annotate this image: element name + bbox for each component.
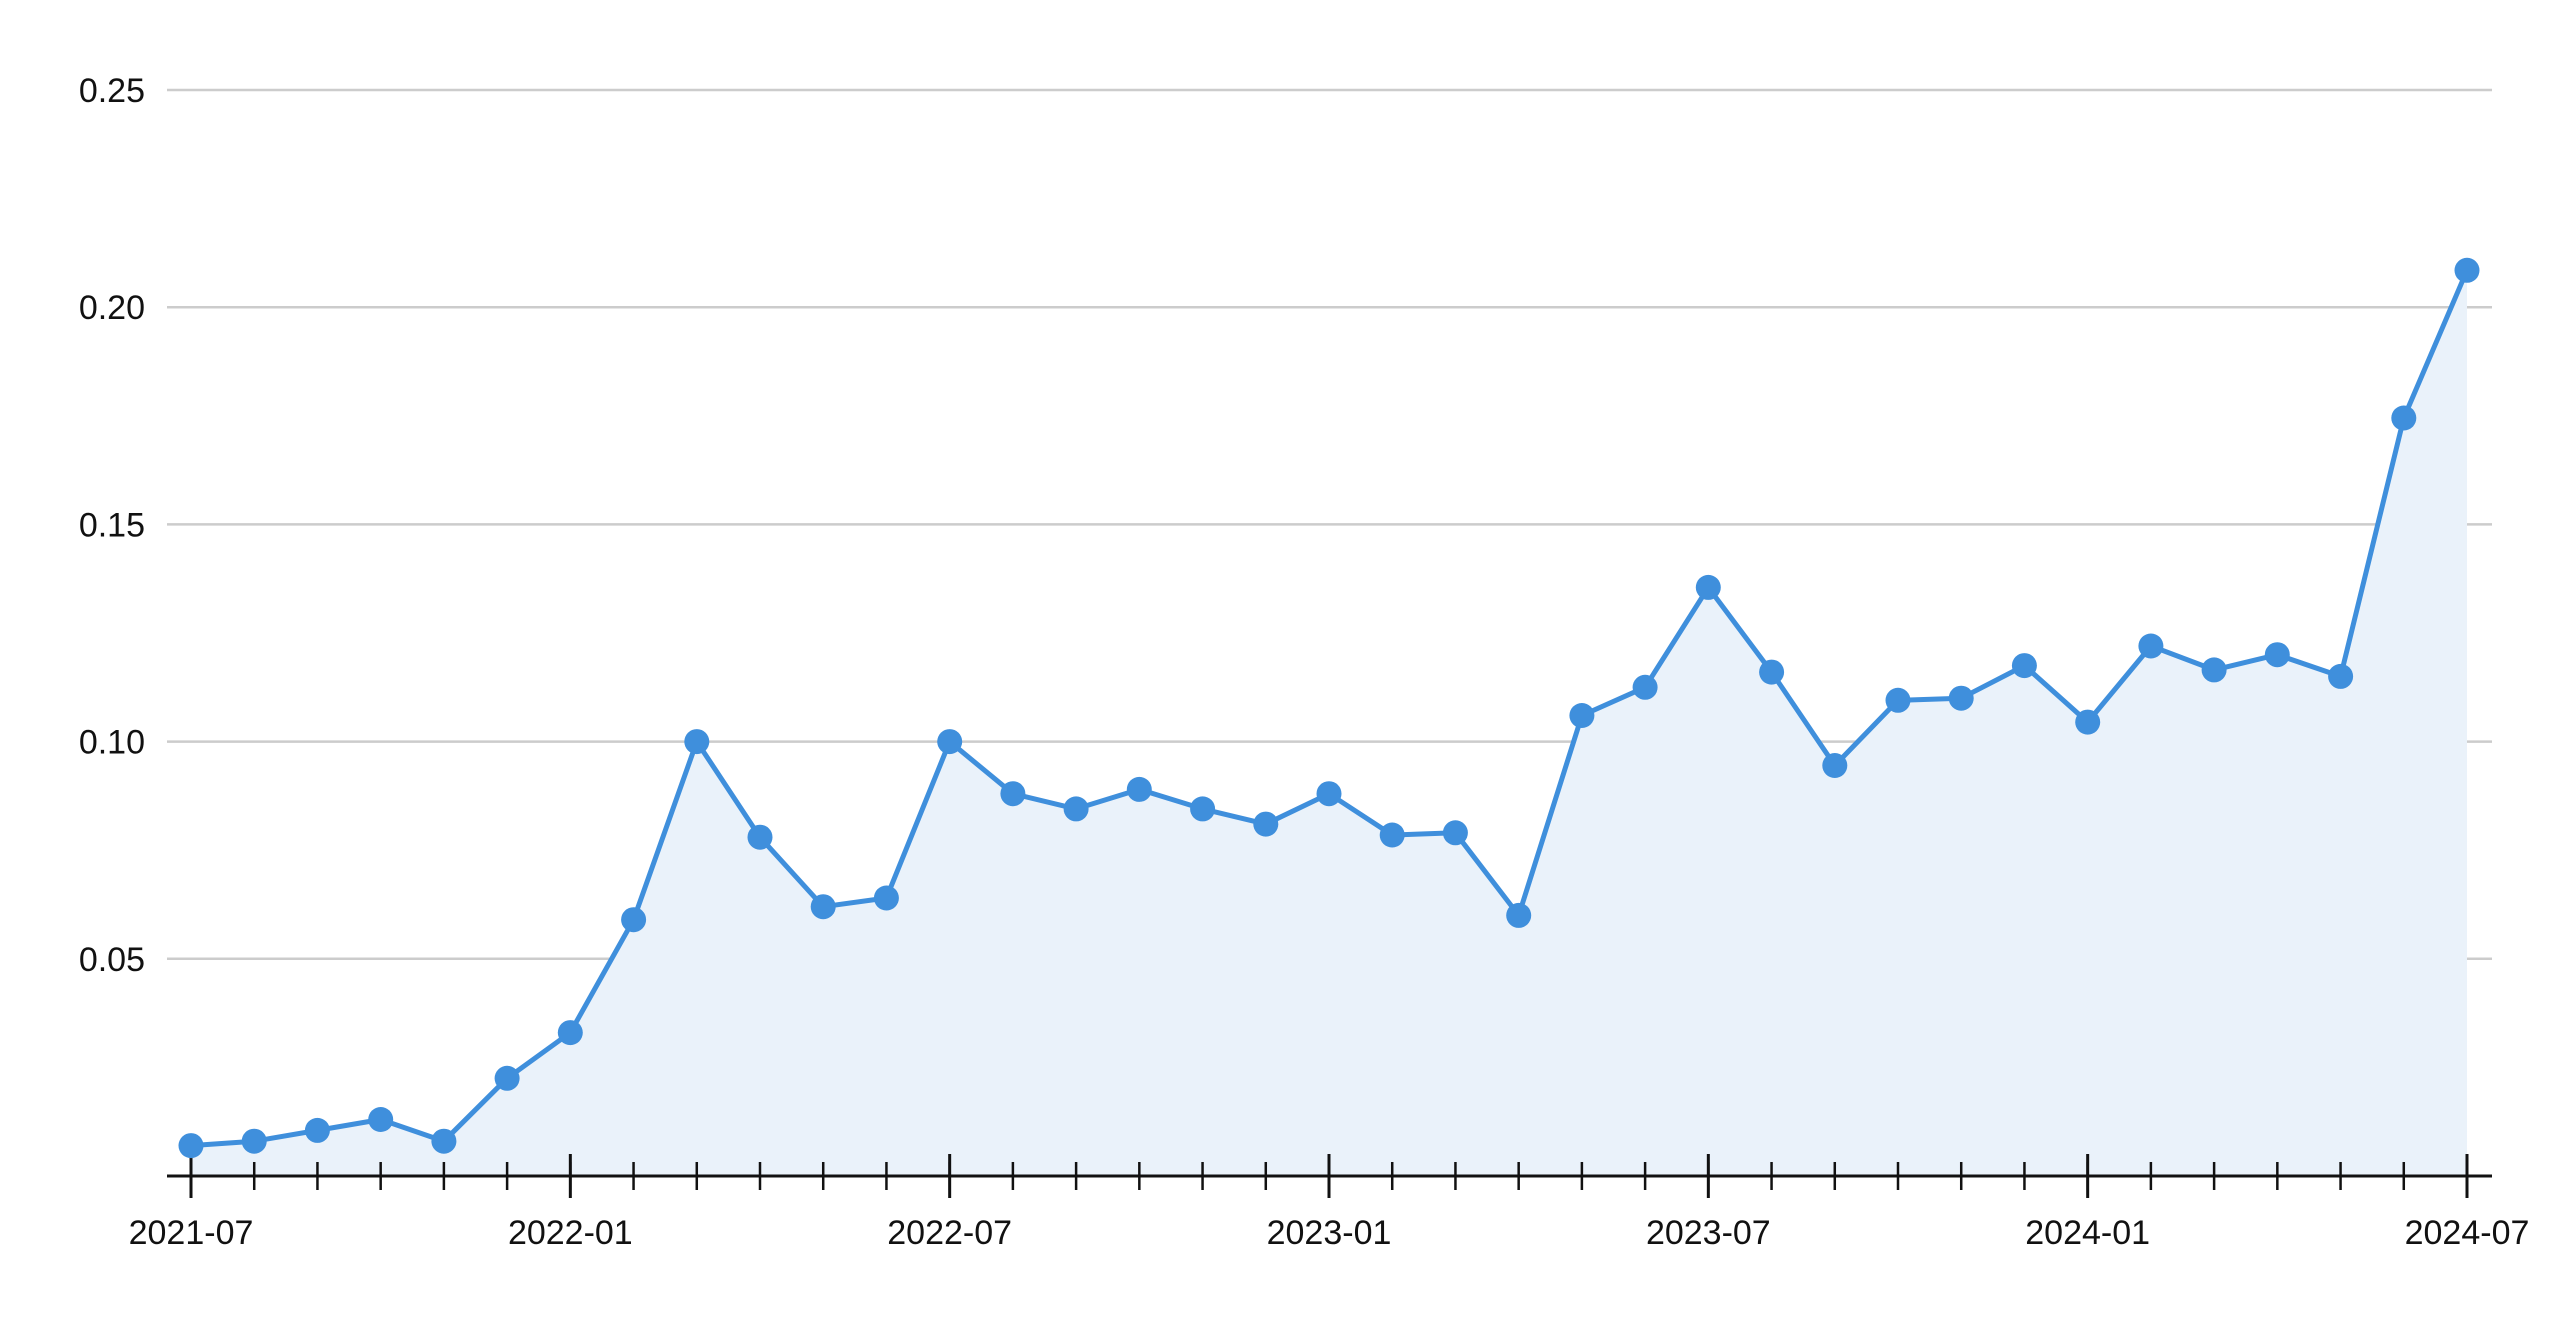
area-fill-layer (191, 270, 2467, 1176)
data-point (1190, 796, 1216, 822)
data-point (2454, 257, 2480, 283)
data-point (810, 894, 836, 920)
data-point (1695, 574, 1721, 600)
x-tick-label: 2021-07 (129, 1214, 254, 1252)
x-axis-tick-labels: 2021-07 2022-01 2022-07 2023-01 2023-07 2024-… (129, 1214, 2530, 1252)
data-point (494, 1065, 520, 1091)
data-point (1948, 685, 1974, 711)
x-tick-label: 2022-01 (508, 1214, 633, 1252)
data-point (621, 907, 647, 933)
data-point (1316, 781, 1342, 807)
data-point (937, 729, 963, 755)
data-point (368, 1107, 394, 1132)
data-point (2391, 405, 2417, 431)
data-points (178, 257, 2480, 1159)
data-point (1885, 687, 1911, 713)
y-tick-label: 0.15 (79, 506, 145, 544)
data-point (1822, 753, 1848, 778)
data-point (2138, 633, 2164, 659)
x-tick-label: 2023-07 (1646, 1214, 1771, 1252)
data-point (1759, 659, 1785, 685)
x-tick-label: 2022-07 (887, 1214, 1012, 1252)
data-point (304, 1117, 330, 1143)
data-point (1632, 674, 1658, 700)
data-point (241, 1128, 267, 1154)
data-point (873, 885, 899, 911)
x-axis (167, 1154, 2492, 1198)
data-point (2328, 663, 2354, 689)
y-tick-label: 0.20 (79, 289, 145, 327)
data-point (1506, 902, 1532, 928)
y-tick-label: 0.25 (79, 72, 145, 110)
x-tick-label: 2024-01 (2025, 1214, 2150, 1252)
data-point (1569, 703, 1595, 728)
data-point (1000, 781, 1026, 807)
data-point (1442, 820, 1468, 846)
data-point (1253, 811, 1279, 837)
data-point (1379, 822, 1405, 848)
data-point (2201, 657, 2227, 683)
y-axis-tick-labels: 0.05 0.10 0.15 0.20 0.25 (79, 72, 145, 979)
data-point (431, 1128, 457, 1154)
y-tick-label: 0.10 (79, 724, 145, 762)
data-point (178, 1133, 204, 1159)
data-point (1063, 796, 1089, 822)
y-tick-label: 0.05 (79, 941, 145, 979)
data-point (1126, 776, 1152, 802)
series-area-fill (191, 270, 2467, 1176)
x-tick-label: 2024-07 (2405, 1214, 2530, 1252)
data-point (2264, 642, 2290, 668)
data-point (747, 824, 773, 850)
data-point (2011, 653, 2037, 679)
data-point (557, 1020, 583, 1046)
data-point (2075, 709, 2101, 735)
x-tick-label: 2023-01 (1267, 1214, 1392, 1252)
data-point (684, 729, 710, 755)
